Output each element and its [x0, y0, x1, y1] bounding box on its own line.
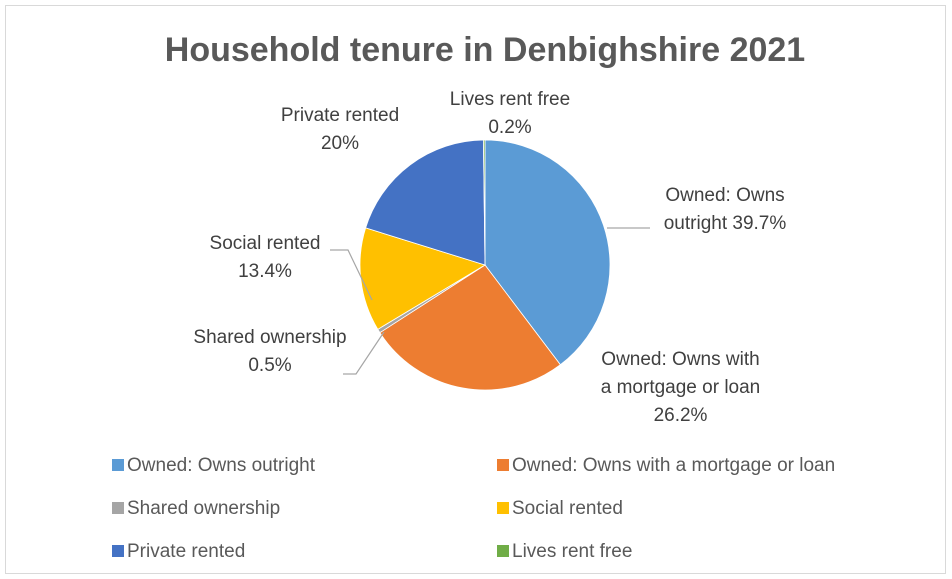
leader-lines	[330, 227, 650, 375]
label-value: 0.2%	[488, 117, 532, 138]
legend-swatch	[112, 545, 124, 557]
legend: Owned: Owns outright Owned: Owns with a m…	[112, 455, 835, 562]
legend-label: Owned: Owns outright	[127, 455, 316, 476]
label-category: Shared ownership	[193, 327, 347, 348]
label-value: 0.5%	[248, 355, 292, 376]
data-label: Private rented 20%	[260, 102, 420, 158]
pie-slice	[379, 264, 561, 391]
label-category: Lives rent free	[449, 89, 571, 110]
label-category: Owned: Owns outright	[663, 185, 785, 234]
legend-swatch	[112, 459, 124, 471]
label-category: Social rented	[209, 233, 321, 254]
legend-label: Shared ownership	[127, 498, 280, 519]
label-value: 13.4%	[238, 261, 292, 282]
leader-line	[330, 249, 373, 301]
data-label: Social rented 13.4%	[195, 230, 335, 286]
pie	[359, 139, 611, 391]
data-label: Owned: Owns outright 39.7%	[645, 182, 805, 238]
data-label: Shared ownership 0.5%	[180, 324, 360, 380]
leader-line	[343, 331, 385, 375]
legend-swatch	[497, 502, 509, 514]
pie-slice	[484, 139, 611, 366]
chart-title: Household tenure in Denbighshire 2021	[165, 31, 805, 69]
legend-label: Owned: Owns with a mortgage or loan	[512, 455, 835, 476]
label-category: Owned: Owns with a mortgage or loan	[600, 349, 761, 398]
label-value: 39.7%	[732, 213, 787, 234]
legend-label: Lives rent free	[512, 541, 632, 562]
legend-swatch	[497, 545, 509, 557]
pie-slice	[365, 139, 486, 266]
legend-swatch	[112, 502, 124, 514]
legend-label: Social rented	[512, 498, 623, 519]
legend-swatch	[497, 459, 509, 471]
data-label: Owned: Owns with a mortgage or loan 26.2…	[598, 346, 763, 430]
pie-slice	[359, 227, 486, 330]
legend-label: Private rented	[127, 541, 245, 562]
pie-slice	[483, 139, 486, 266]
label-value: 26.2%	[653, 405, 708, 426]
label-value: 20%	[320, 133, 360, 154]
data-label: Lives rent free 0.2%	[430, 86, 590, 142]
label-category: Private rented	[280, 105, 400, 126]
